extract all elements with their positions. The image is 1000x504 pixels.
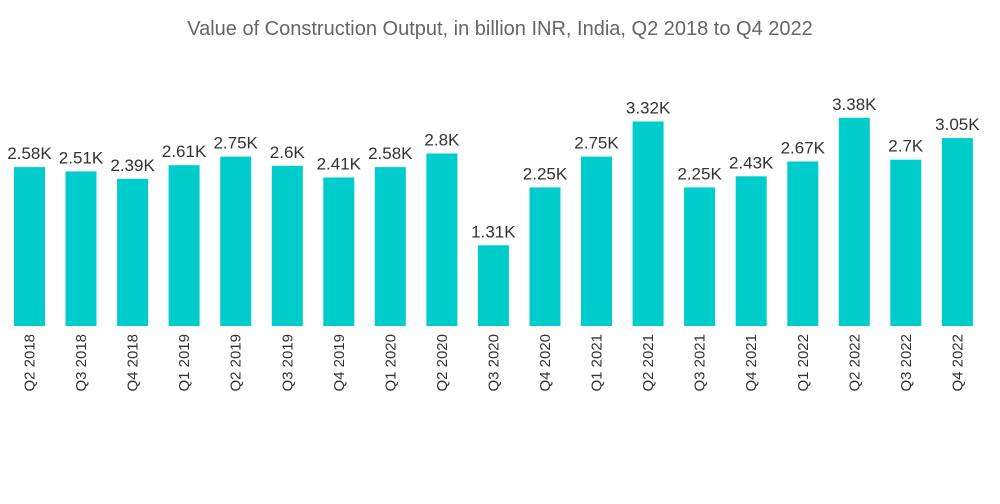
bar-q3-2021 [684,187,716,326]
data-label: 2.75K [213,134,258,153]
bar-q4-2021 [735,176,767,326]
x-tick-label: Q3 2019 [279,334,296,392]
x-tick-label: Q2 2022 [846,334,863,392]
data-label: 2.6K [270,143,306,162]
data-label: 2.7K [888,137,924,156]
x-tick-label: Q2 2019 [228,334,245,392]
bar-q4-2019 [323,177,355,326]
data-label: 2.58K [368,144,413,163]
bar-q1-2021 [581,156,612,326]
bar-q4-2020 [529,187,561,326]
bar-q1-2019 [168,165,200,326]
data-label: 2.41K [317,155,362,174]
x-tick-label: Q2 2021 [640,334,657,392]
x-tick-label: Q4 2019 [331,334,348,392]
data-label: 2.25K [677,164,722,183]
data-label: 2.39K [110,156,155,175]
x-tick-label: Q2 2018 [22,334,39,392]
bar-q2-2022 [838,117,870,326]
data-label: 3.32K [626,99,671,118]
x-tick-label: Q3 2020 [485,334,502,392]
x-tick-label: Q2 2020 [434,334,451,392]
x-tick-label: Q1 2019 [176,334,193,392]
x-tick-label: Q1 2021 [589,334,606,392]
data-label: 2.51K [59,148,104,167]
data-label: 2.75K [574,134,619,153]
data-label: 2.8K [424,131,460,150]
bar-q4-2022 [941,138,973,326]
x-tick-label: Q3 2018 [73,334,90,392]
bar-q2-2021 [632,121,664,326]
x-tick-label: Q4 2018 [125,334,142,392]
data-label: 1.31K [471,222,516,241]
x-tick-label: Q3 2022 [898,334,915,392]
bar-q2-2019 [220,156,252,326]
data-label: 2.67K [781,139,826,158]
x-tick-label: Q4 2021 [743,334,760,392]
x-tick-label: Q4 2020 [537,334,554,392]
data-label: 3.05K [935,115,980,134]
bar-q1-2022 [787,161,819,326]
x-tick-label: Q1 2020 [382,334,399,392]
data-label: 2.43K [729,153,774,172]
data-label: 3.38K [832,95,877,114]
bar-q2-2018 [14,167,45,326]
bar-q2-2020 [426,153,458,326]
bar-q3-2022 [890,159,922,326]
x-tick-label: Q1 2022 [795,334,812,392]
data-label: 2.58K [7,144,52,163]
bar-q3-2018 [65,171,97,326]
x-tick-label: Q4 2022 [949,334,966,392]
chart-title: Value of Construction Output, in billion… [187,18,813,40]
data-label: 2.61K [162,142,207,161]
data-label: 2.25K [523,164,568,183]
bar-q1-2020 [374,167,406,326]
bar-q3-2019 [271,165,303,326]
bar-q4-2018 [117,178,149,326]
x-tick-label: Q3 2021 [692,334,709,392]
bar-q3-2020 [477,245,509,326]
